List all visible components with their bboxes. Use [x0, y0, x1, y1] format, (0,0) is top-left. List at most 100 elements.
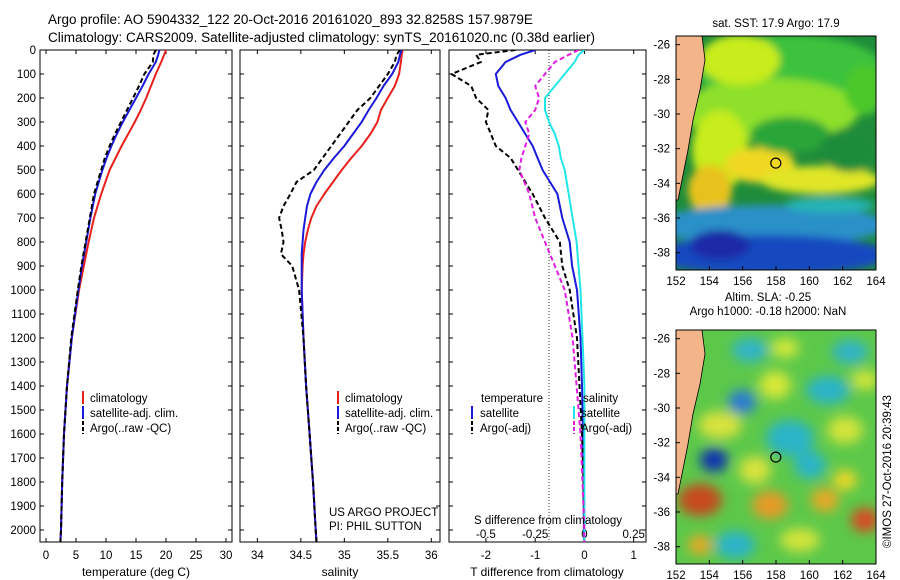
lon-tick-label: 158: [766, 276, 785, 288]
temperature-panel: 0 100 200 300 400 500 600 700 800 900 1000 1100 1200…: [10, 45, 233, 579]
sla-map: Altim. SLA: -0.25 Argo h1000: -0.18 h200…: [653, 292, 886, 580]
x-tick-label: -2: [481, 550, 491, 562]
lon-tick-label: 164: [866, 276, 886, 288]
legend-salinity-title: salinity: [583, 393, 618, 405]
lat-tick-label: -26: [653, 334, 670, 346]
lon-tick-label: 156: [733, 570, 752, 580]
t-difference-xlabel: T difference from climatology: [470, 565, 624, 579]
lon-tick-label: 162: [833, 276, 852, 288]
difference-legend: temperature salinity satellite Argo(-adj…: [471, 393, 632, 435]
temperature-climatology-line: [59, 50, 167, 542]
lat-tick-label: -36: [653, 507, 670, 519]
lon-tick-label: 152: [666, 276, 685, 288]
x-tick-label: 0: [43, 550, 49, 562]
x-tick-label: 30: [220, 550, 233, 562]
lat-tick-label: -32: [653, 438, 670, 450]
lat-tick-label: -28: [653, 74, 670, 86]
legend-temp-satellite-label: satellite: [480, 408, 519, 420]
salinity-climatology-line: [300, 50, 404, 542]
lat-tick-label: -30: [653, 403, 670, 415]
y-tick-label: 100: [17, 69, 36, 81]
x-tick-label: 15: [130, 550, 143, 562]
lon-tick-label: 160: [800, 276, 819, 288]
lat-tick-label: -38: [653, 248, 670, 260]
lat-tick-label: -38: [653, 542, 670, 554]
x-tick-label: 20: [160, 550, 173, 562]
s-diff-satellite-line: [544, 50, 586, 542]
x-tick-label: 5: [73, 550, 79, 562]
y-tick-label: 1200: [10, 333, 36, 345]
y-tick-label: 1000: [10, 285, 36, 297]
s-tick-label: -0.25: [522, 529, 548, 541]
temperature-argo-line: [59, 50, 157, 542]
lon-tick-label: 152: [666, 570, 685, 580]
y-tick-label: 1900: [10, 501, 36, 513]
lat-tick-label: -26: [653, 40, 670, 52]
y-tick-label: 900: [17, 261, 36, 273]
lon-tick-label: 158: [766, 570, 785, 580]
s-diff-argo-line: [518, 50, 586, 542]
sst-field: [676, 36, 876, 270]
legend-climatology-label: climatology: [90, 393, 148, 405]
sst-map-title: sat. SST: 17.9 Argo: 17.9: [712, 18, 839, 30]
climatology-title: Climatology: CARS2009. Satellite-adjuste…: [48, 30, 596, 45]
x-tick-label: -1: [530, 550, 540, 562]
y-tick-label: 800: [17, 237, 36, 249]
y-tick-label: 300: [17, 117, 36, 129]
legend-satellite-label: satellite-adj. clim.: [345, 408, 433, 420]
salinity-panel: 34 34.5 35 35.5 36 salinity climatology sate…: [239, 49, 441, 579]
salinity-legend: climatology satellite-adj. clim. Argo(..…: [337, 391, 433, 435]
y-tick-label: 200: [17, 93, 36, 105]
salinity-satellite-line: [300, 50, 403, 542]
y-tick-label: 400: [17, 141, 36, 153]
temperature-xlabel: temperature (deg C): [82, 565, 190, 579]
x-tick-label: 25: [190, 550, 203, 562]
lat-tick-label: -30: [653, 109, 670, 121]
y-tick-label: 700: [17, 213, 36, 225]
lon-tick-label: 154: [700, 570, 720, 580]
y-tick-label: 1500: [10, 405, 36, 417]
x-tick-label: 36: [425, 550, 438, 562]
sla-map-title: Altim. SLA: -0.25: [725, 292, 811, 304]
sla-field: [678, 338, 876, 559]
x-tick-label: 0: [581, 550, 587, 562]
legend-sal-satellite-label: satellite: [581, 408, 620, 420]
argo-location-marker: [770, 451, 782, 463]
legend-climatology-label: climatology: [345, 393, 403, 405]
y-tick-label: 500: [17, 165, 36, 177]
imos-timestamp: ©IMOS 27-Oct-2016 20:39:43: [882, 395, 894, 548]
lon-tick-label: 154: [700, 276, 720, 288]
legend-temperature-title: temperature: [481, 393, 543, 405]
t-diff-argo-line: [450, 50, 586, 542]
temperature-legend: climatology satellite-adj. clim. Argo(..…: [82, 391, 178, 435]
legend-sal-argo-label: Argo(-adj): [581, 423, 632, 435]
lat-tick-label: -32: [653, 144, 670, 156]
legend-temp-argo-label: Argo(-adj): [480, 423, 531, 435]
legend-argo-label: Argo(..raw -QC): [345, 423, 426, 435]
y-tick-label: 1800: [10, 477, 36, 489]
pi-label: PI: PHIL SUTTON: [329, 521, 422, 533]
y-tick-label: 1700: [10, 453, 36, 465]
y-tick-label: 600: [17, 189, 36, 201]
lon-tick-label: 162: [833, 570, 852, 580]
y-tick-label: 1100: [11, 309, 36, 321]
y-tick-label: 1600: [10, 429, 36, 441]
project-label: US ARGO PROJECT: [329, 507, 438, 519]
sla-map-subtitle: Argo h1000: -0.18 h2000: NaN: [690, 306, 847, 318]
y-tick-label: 2000: [10, 525, 36, 537]
lat-tick-label: -34: [653, 178, 670, 190]
s-tick-label: 0.25: [622, 529, 644, 541]
temperature-satellite-line: [59, 50, 161, 542]
x-tick-label: 34.5: [290, 550, 312, 562]
x-tick-label: 1: [630, 550, 636, 562]
x-tick-label: 10: [100, 550, 113, 562]
sst-map: sat. SST: 17.9 Argo: 17.9: [653, 18, 886, 288]
salinity-xlabel: salinity: [322, 565, 359, 579]
legend-satellite-label: satellite-adj. clim.: [90, 408, 178, 420]
difference-axes-frame: [448, 49, 647, 543]
profile-title: Argo profile: AO 5904332_122 20-Oct-2016…: [48, 12, 533, 27]
x-tick-label: 35.5: [377, 550, 399, 562]
lon-tick-label: 156: [733, 276, 752, 288]
s-difference-label: S difference from climatology: [474, 515, 622, 527]
